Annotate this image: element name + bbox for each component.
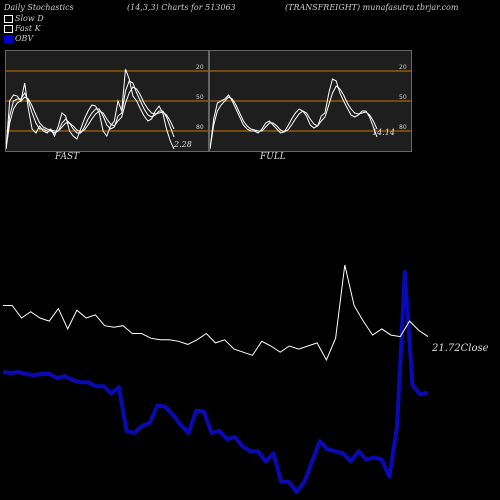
- legend-label-fast-k: Fast K: [15, 24, 41, 33]
- legend-fast-k: Fast K: [4, 24, 41, 33]
- chart-source: (TRANSFREIGHT) munafasutra.tbrjar.com: [285, 3, 459, 12]
- full-last-value: 14.14: [372, 128, 395, 137]
- fast-tick-label: 20: [196, 64, 204, 71]
- legend-obv: OBV: [4, 34, 33, 43]
- full-series-line-1: [209, 85, 378, 150]
- obv-line: [2, 270, 429, 494]
- fast-panel-label: FAST: [55, 152, 80, 162]
- fast-series-line-0: [5, 68, 175, 150]
- full-stochastic-plot: 80 50 20: [209, 64, 411, 150]
- legend-slow-d: Slow D: [4, 14, 44, 23]
- full-tick-label: 50: [399, 94, 407, 101]
- price-line: [3, 264, 429, 362]
- legend-label-obv: OBV: [15, 34, 34, 43]
- chart-title: Daily Stochastics: [4, 3, 74, 12]
- full-panel-label: FULL: [260, 152, 286, 162]
- fast-tick-label: 50: [196, 94, 204, 101]
- full-tick-label: 20: [399, 64, 407, 71]
- fast-series-line-1: [5, 80, 175, 150]
- full-series-line-0: [209, 78, 378, 150]
- fast-last-value: 2.28: [174, 140, 192, 149]
- legend-swatch-obv: [4, 35, 13, 43]
- chart-params: (14,3,3) Charts for 513063: [127, 3, 236, 12]
- legend-swatch-fast-k: [4, 25, 13, 33]
- fast-stochastic-plot: 80 50 20: [5, 64, 208, 150]
- legend-label-slow-d: Slow D: [15, 14, 44, 23]
- fast-tick-label: 80: [196, 124, 204, 131]
- fast-stochastic-panel: 80 50 20: [5, 50, 209, 152]
- close-annotation: 21.72Close: [432, 343, 489, 354]
- full-tick-label: 80: [399, 124, 407, 131]
- full-stochastic-panel: 80 50 20: [209, 50, 412, 152]
- fast-series-line-2: [5, 86, 175, 150]
- legend-swatch-slow-d: [4, 15, 13, 23]
